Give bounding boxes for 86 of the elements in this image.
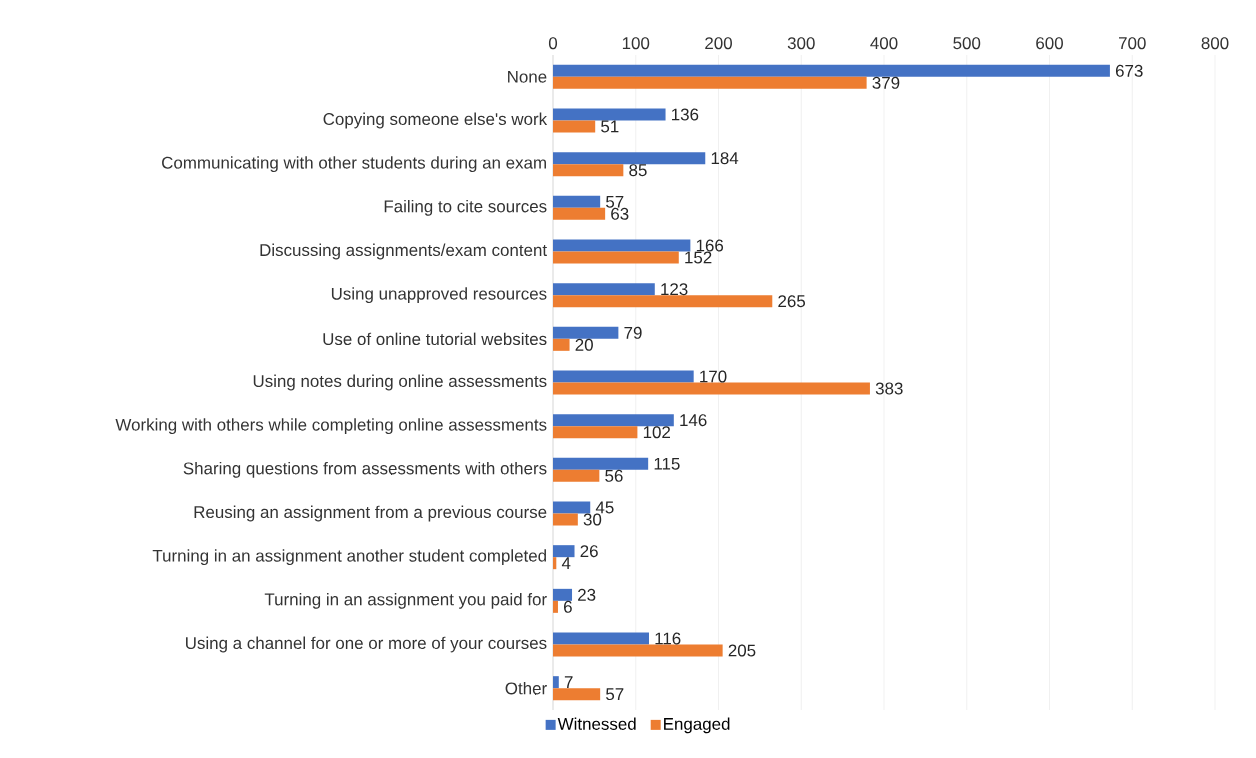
- bar: [553, 382, 870, 395]
- bar: [553, 338, 570, 351]
- data-label: 205: [728, 644, 756, 657]
- y-tick-label: Use of online tutorial websites: [323, 332, 547, 346]
- data-label: 102: [643, 426, 670, 439]
- bar: [553, 632, 649, 645]
- bar: [553, 557, 557, 570]
- x-tick-label: 400: [870, 37, 898, 50]
- x-tick-label: 0: [548, 37, 558, 50]
- bar: [553, 644, 723, 657]
- data-label: 123: [661, 283, 688, 296]
- y-tick-label: Failing to cite sources: [384, 199, 547, 216]
- bar: [553, 469, 600, 482]
- bar: [553, 283, 655, 296]
- data-label: 116: [655, 632, 681, 645]
- data-label: 26: [580, 545, 598, 558]
- data-label: 152: [685, 251, 712, 264]
- data-label: 79: [624, 326, 642, 339]
- data-label: 7: [564, 676, 573, 688]
- data-label: 56: [605, 469, 623, 482]
- bar: [553, 195, 601, 208]
- y-tick-label: Using notes during online assessments: [253, 374, 547, 391]
- bar: [553, 370, 694, 383]
- bar: [553, 152, 706, 165]
- y-tick-label: Sharing questions from assessments with others: [183, 461, 547, 478]
- data-label: 57: [606, 688, 624, 701]
- x-tick-label: 300: [787, 37, 815, 50]
- data-label: 146: [680, 414, 707, 427]
- data-label: 30: [583, 513, 602, 526]
- x-tick-label: 100: [622, 37, 650, 50]
- bar: [553, 108, 666, 121]
- data-label: 63: [611, 207, 629, 220]
- bar: [553, 426, 638, 439]
- x-tick-label: 200: [705, 37, 732, 50]
- bar: [553, 588, 573, 601]
- y-tick-label: Turning in an assignment another student completed: [152, 549, 546, 566]
- data-label: 45: [595, 501, 614, 514]
- data-label: 265: [778, 295, 806, 308]
- x-tick-label: 500: [953, 37, 981, 50]
- data-label: 85: [629, 164, 647, 177]
- y-tick-label: Communicating with other students during an exam: [162, 156, 546, 173]
- data-label: 166: [696, 239, 724, 252]
- data-label: 673: [1115, 64, 1143, 77]
- data-label: 379: [872, 76, 900, 89]
- y-tick-label: Turning in an assignment you paid for: [264, 592, 547, 609]
- bar: [553, 414, 674, 427]
- bar: [553, 326, 619, 339]
- bar: [553, 76, 867, 89]
- bar: [553, 239, 691, 252]
- data-label: 23: [578, 588, 596, 601]
- bar: [553, 120, 596, 133]
- data-label: 115: [654, 457, 680, 470]
- bar: [553, 64, 1110, 77]
- bar: [553, 251, 679, 264]
- y-tick-label: Discussing assignments/exam content: [260, 243, 547, 260]
- bar: [553, 600, 558, 613]
- data-label: 170: [700, 370, 727, 383]
- data-label: 20: [575, 338, 593, 351]
- y-tick-label: Working with others while completing online assessments: [115, 418, 547, 435]
- legend-label: Engaged: [664, 717, 730, 734]
- data-label: 136: [672, 108, 699, 121]
- data-label: 184: [711, 152, 739, 165]
- data-label: 51: [601, 120, 619, 133]
- x-tick-label: 800: [1201, 37, 1229, 50]
- y-tick-label: Copying someone else's work: [323, 112, 548, 129]
- y-tick-label: Using a channel for one or more of your courses: [186, 636, 547, 653]
- legend-label: Witnessed: [557, 717, 636, 730]
- bar: [553, 545, 575, 558]
- x-tick-label: 700: [1119, 37, 1146, 50]
- bar: [553, 676, 559, 689]
- bar: [553, 295, 773, 308]
- y-tick-label: Other: [505, 681, 547, 695]
- bar: [553, 164, 624, 177]
- x-tick-label: 600: [1036, 37, 1063, 50]
- data-label: 57: [606, 195, 624, 208]
- bar: [553, 501, 591, 514]
- data-label: 383: [875, 382, 903, 395]
- y-tick-label: None: [508, 70, 547, 83]
- y-tick-label: Using unapproved resources: [331, 287, 547, 304]
- bar: [553, 688, 601, 701]
- bar: [553, 513, 578, 526]
- y-tick-label: Reusing an assignment from a previous course: [194, 505, 547, 522]
- bar: [553, 457, 649, 470]
- data-label: 6: [564, 600, 572, 613]
- data-label: 4: [561, 557, 571, 569]
- bar: [553, 207, 606, 220]
